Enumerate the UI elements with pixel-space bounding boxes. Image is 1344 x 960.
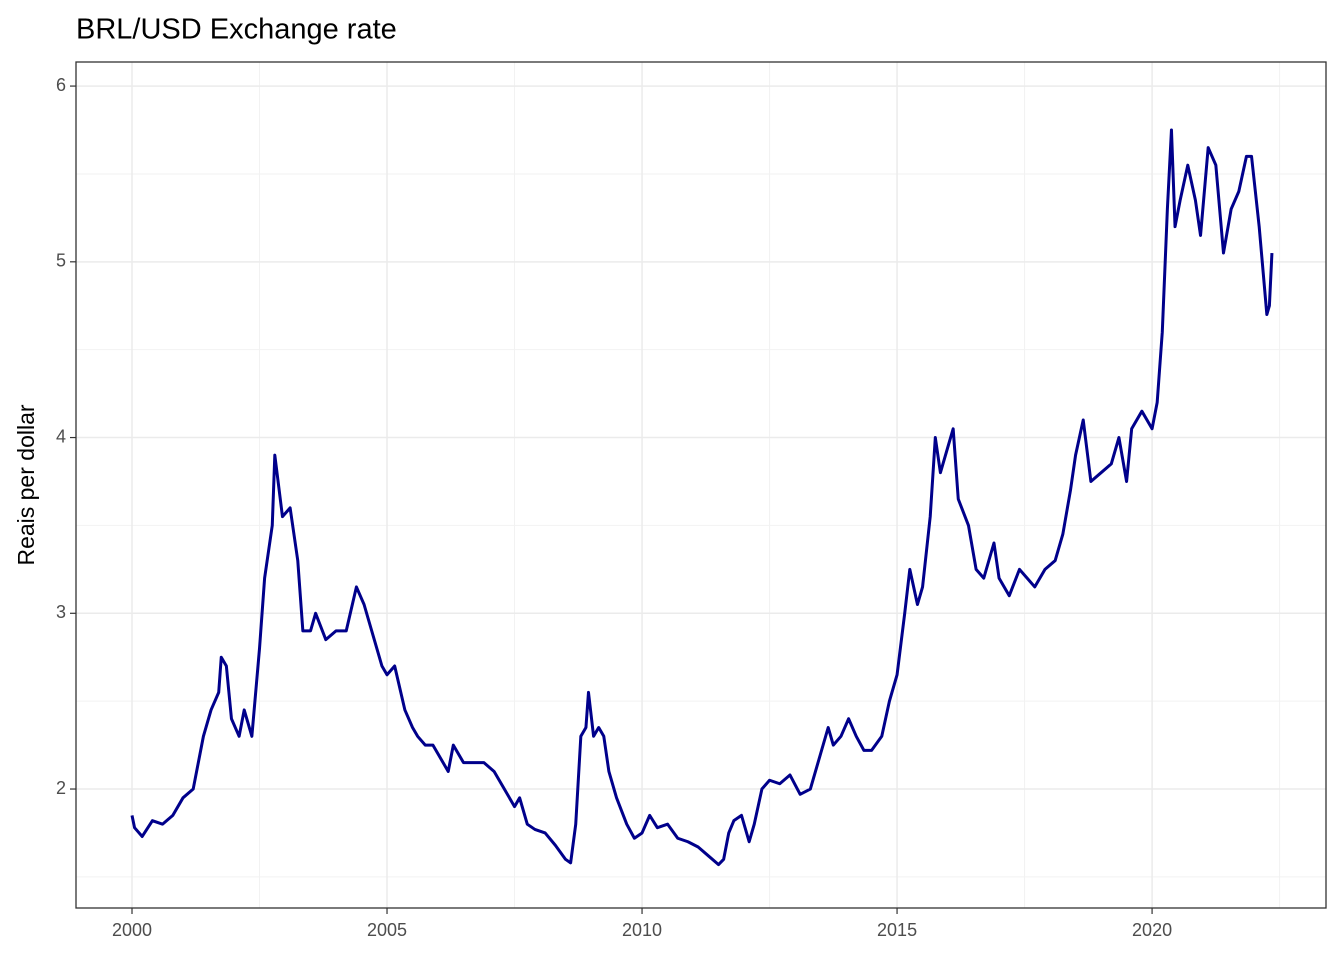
x-tick-label: 2015 (877, 920, 917, 940)
chart-title: BRL/USD Exchange rate (76, 14, 397, 46)
y-tick-label: 6 (56, 75, 66, 95)
x-tick-label: 2020 (1132, 920, 1172, 940)
y-tick-label: 4 (56, 426, 66, 446)
x-tick-label: 2010 (622, 920, 662, 940)
x-tick-label: 2005 (367, 920, 407, 940)
y-tick-label: 5 (56, 251, 66, 271)
y-tick-label: 3 (56, 602, 66, 622)
y-axis-label: Reais per dollar (13, 404, 39, 565)
y-tick-label: 2 (56, 778, 66, 798)
panel-border (75, 61, 1327, 909)
x-tick-label: 2000 (112, 920, 152, 940)
line (130, 128, 1274, 867)
